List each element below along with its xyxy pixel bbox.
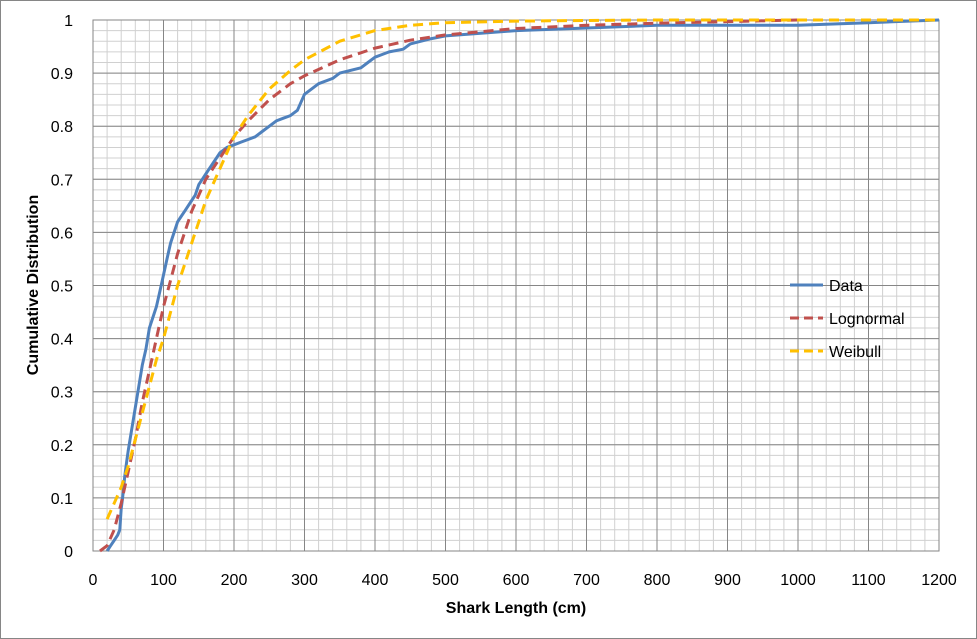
x-tick-label: 1100 xyxy=(851,572,886,589)
major-gridlines xyxy=(92,19,940,552)
legend-label-weibull: Weibull xyxy=(829,344,881,361)
y-tick-label: 0.7 xyxy=(51,172,73,189)
x-tick-label: 700 xyxy=(573,572,600,589)
y-tick-label: 0.3 xyxy=(51,385,73,402)
x-tick-label: 500 xyxy=(432,572,459,589)
x-tick-label: 100 xyxy=(150,572,177,589)
y-tick-label: 0.1 xyxy=(51,491,73,508)
x-tick-label: 900 xyxy=(714,572,741,589)
x-tick-label: 800 xyxy=(644,572,671,589)
x-tick-label: 400 xyxy=(362,572,389,589)
x-tick-label: 1000 xyxy=(780,572,816,589)
y-tick-label: 1 xyxy=(64,13,73,30)
x-tick-label: 600 xyxy=(503,572,530,589)
series-line-data xyxy=(105,18,940,552)
legend-label-data: Data xyxy=(829,278,863,295)
x-axis-tick-labels: 0 100 200 300 400 500 600 700 800 900 1000 1100 1200 xyxy=(89,572,957,589)
y-tick-label: 0.9 xyxy=(51,66,73,83)
legend: Data Lognormal Weibull xyxy=(790,278,905,361)
y-tick-label: 0.6 xyxy=(51,225,73,242)
y-tick-label: 0.2 xyxy=(51,438,73,455)
series-layer xyxy=(99,18,940,553)
y-axis-tick-labels: 0 0.1 0.2 0.3 0.4 0.5 0.6 0.7 0.8 0.9 1 xyxy=(51,13,73,561)
y-tick-label: 0.4 xyxy=(51,332,73,349)
y-tick-label: 0 xyxy=(64,544,73,561)
x-axis-title: Shark Length (cm) xyxy=(446,600,586,617)
x-tick-label: 0 xyxy=(89,572,98,589)
legend-label-lognormal: Lognormal xyxy=(829,311,905,328)
y-tick-label: 0.8 xyxy=(51,119,73,136)
x-tick-label: 300 xyxy=(291,572,318,589)
series-line-weibull xyxy=(105,18,939,520)
x-tick-label: 1200 xyxy=(921,572,957,589)
y-axis-title: Cumulative Distribution xyxy=(25,195,42,375)
y-tick-label: 0.5 xyxy=(51,279,73,296)
x-tick-label: 200 xyxy=(221,572,248,589)
